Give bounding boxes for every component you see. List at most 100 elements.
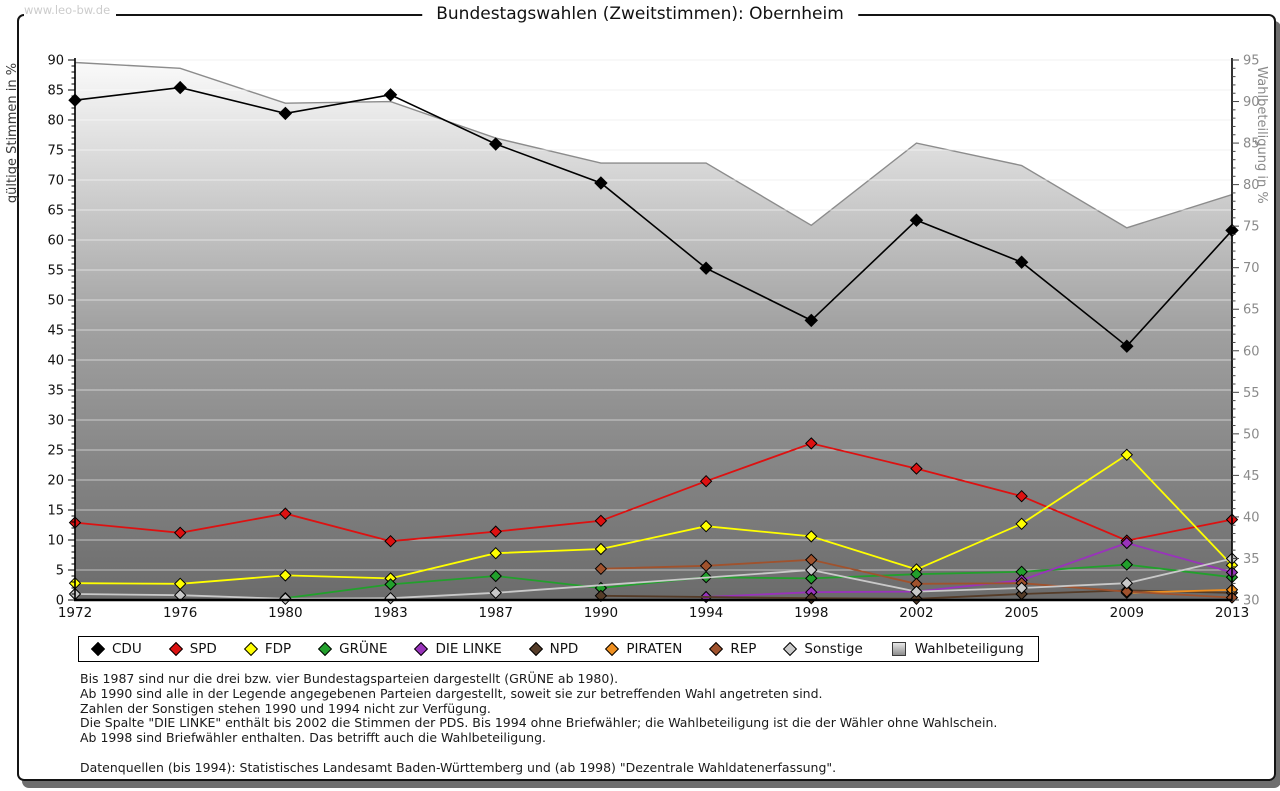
- footnote-line: Die Spalte "DIE LINKE" enthält bis 2002 …: [80, 715, 998, 731]
- legend-label: REP: [730, 641, 757, 657]
- legend-marker-rep: [709, 641, 724, 657]
- marker-spd: [279, 507, 292, 520]
- svg-text:20: 20: [47, 474, 64, 489]
- marker-sonstige: [910, 585, 923, 598]
- series-cdu: [68, 80, 1239, 353]
- marker-spd: [489, 525, 502, 538]
- legend-marker-sonstige: [783, 641, 798, 657]
- marker-spd: [594, 514, 608, 528]
- marker-cdu: [383, 88, 398, 102]
- wahlbeteiligung-area: [74, 61, 1233, 601]
- marker-fdp: [805, 530, 818, 543]
- source-line: Datenquellen (bis 1994): Statistisches L…: [80, 759, 837, 775]
- marker-gr-ne: [805, 572, 818, 585]
- marker-die-linke: [1120, 536, 1134, 550]
- svg-text:95: 95: [1243, 54, 1260, 69]
- page-title: Bundestagswahlen (Zweitstimmen): Obernhe…: [422, 4, 858, 24]
- svg-text:85: 85: [47, 84, 64, 99]
- legend-marker-piraten: [605, 641, 620, 657]
- legend-item-npd: NPD: [528, 641, 578, 657]
- svg-text:30: 30: [1243, 594, 1260, 609]
- marker-fdp: [489, 546, 502, 560]
- marker-spd: [699, 474, 713, 488]
- legend-item-cdu: CDU: [90, 641, 142, 657]
- svg-text:60: 60: [47, 234, 64, 249]
- marker-cdu: [173, 80, 187, 95]
- legend-item-rep: REP: [709, 641, 757, 657]
- svg-text:1987: 1987: [479, 605, 513, 621]
- legend-item-sonstige: Sonstige: [783, 641, 863, 657]
- legend-marker-gr-ne: [318, 641, 333, 657]
- svg-text:1990: 1990: [584, 605, 618, 621]
- svg-text:60: 60: [1243, 344, 1260, 359]
- legend-label: GRÜNE: [339, 641, 388, 657]
- marker-fdp: [1015, 517, 1028, 531]
- marker-cdu: [804, 313, 818, 328]
- svg-text:70: 70: [1243, 261, 1260, 276]
- svg-text:35: 35: [47, 384, 64, 399]
- footnote-line: Ab 1990 sind alle in der Legende angegeb…: [80, 685, 823, 701]
- marker-spd: [173, 526, 187, 540]
- left-axis: 0 5 10 15 20 25 30 35 40 45 50 55 60 65 70 75 80 85 90: [47, 54, 75, 609]
- marker-fdp: [699, 519, 713, 533]
- footnotes: Bis 1987 sind nur die drei bzw. vier Bun…: [80, 671, 998, 776]
- svg-text:1980: 1980: [268, 605, 302, 621]
- svg-text:1998: 1998: [794, 605, 828, 621]
- legend-item-die-linke: DIE LINKE: [414, 641, 502, 657]
- legend-swatch-wahlbeteiligung: [891, 642, 906, 656]
- right-axis: 30 35 40 45 50 55 60 65 70 75 80 85 90 95: [1232, 54, 1260, 609]
- right-axis-title: Wahlbeteiligung in %: [1254, 66, 1269, 203]
- marker-spd: [805, 437, 818, 450]
- marker-gr-ne: [489, 569, 502, 583]
- left-axis-title: gültige Stimmen in %: [5, 63, 20, 203]
- legend-label: Sonstige: [804, 641, 863, 657]
- svg-text:35: 35: [1243, 552, 1260, 567]
- marker-cdu: [699, 261, 713, 275]
- marker-spd: [1015, 489, 1028, 503]
- marker-rep: [699, 559, 713, 573]
- svg-text:2002: 2002: [899, 605, 933, 621]
- legend-label: SPD: [189, 641, 217, 657]
- footnote-line: Zahlen der Sonstigen stehen 1990 und 199…: [80, 700, 491, 716]
- legend-marker-npd: [528, 641, 543, 657]
- series-rep: [594, 553, 1239, 604]
- legend-item-spd: SPD: [168, 641, 217, 657]
- series-sonstige: [68, 552, 1239, 606]
- svg-text:1976: 1976: [163, 605, 197, 621]
- legend-marker-die-linke: [414, 641, 429, 657]
- svg-text:2013: 2013: [1215, 605, 1249, 621]
- marker-gr-ne: [384, 578, 397, 591]
- svg-text:90: 90: [1243, 95, 1260, 110]
- svg-text:55: 55: [47, 264, 64, 279]
- legend-item-piraten: PIRATEN: [605, 641, 682, 657]
- marker-cdu: [1120, 339, 1134, 353]
- svg-text:80: 80: [47, 114, 64, 129]
- svg-text:15: 15: [47, 504, 64, 519]
- marker-rep: [1120, 585, 1134, 598]
- svg-text:70: 70: [47, 174, 64, 189]
- legend-marker-fdp: [243, 641, 258, 657]
- chart-legend: CDU SPD FDP GRÜNE DIE LINKE NPD PIRATEN REP Sons…: [78, 636, 1039, 662]
- marker-spd: [910, 462, 923, 475]
- marker-sonstige: [489, 586, 502, 600]
- marker-sonstige: [1015, 581, 1028, 595]
- svg-text:90: 90: [47, 54, 64, 69]
- marker-fdp: [279, 569, 292, 582]
- legend-label: DIE LINKE: [435, 641, 502, 657]
- svg-text:45: 45: [47, 324, 64, 339]
- svg-text:2009: 2009: [1110, 605, 1144, 621]
- svg-text:5: 5: [56, 564, 64, 579]
- marker-fdp: [594, 542, 608, 556]
- svg-text:25: 25: [47, 444, 64, 459]
- svg-text:40: 40: [47, 354, 64, 369]
- legend-marker-cdu: [90, 641, 106, 657]
- svg-text:55: 55: [1243, 386, 1260, 401]
- marker-cdu: [1014, 255, 1029, 269]
- svg-text:30: 30: [47, 414, 64, 429]
- svg-text:10: 10: [47, 534, 64, 549]
- marker-fdp: [1120, 448, 1134, 462]
- legend-label: CDU: [112, 641, 142, 657]
- svg-text:85: 85: [1243, 137, 1260, 152]
- legend-label: Wahlbeteiligung: [914, 641, 1024, 657]
